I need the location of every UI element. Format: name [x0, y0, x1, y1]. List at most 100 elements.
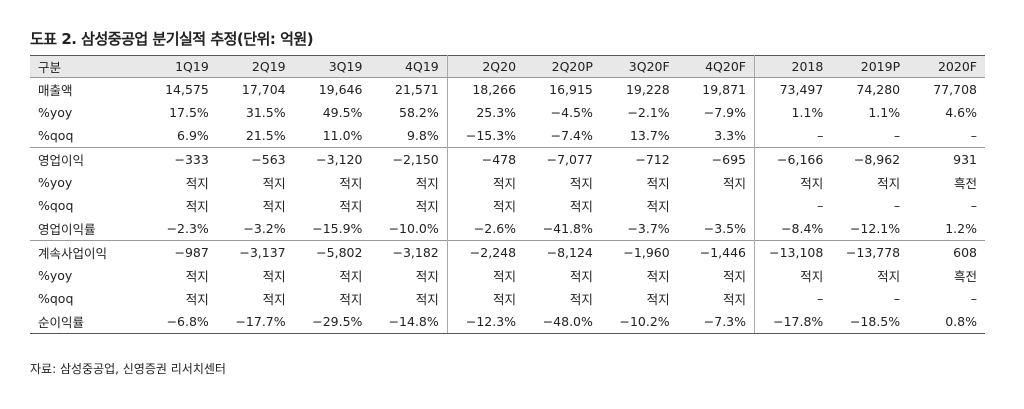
- cell: −4.5%: [550, 105, 593, 120]
- cell: −2,150: [370, 147, 448, 171]
- table-row: %qoq 적지 적지 적지 적지 적지 적지 적지 – – –: [30, 194, 985, 217]
- cell: −7,077: [524, 147, 601, 171]
- row-label: 순이익률: [30, 310, 140, 334]
- cell: 74,280: [856, 82, 901, 97]
- cell: 4.6%: [945, 105, 977, 120]
- cell: 적지: [185, 176, 209, 191]
- cell: −478: [447, 147, 525, 171]
- cell: −12.1%: [849, 221, 901, 236]
- header-cell: 3Q20F: [600, 55, 678, 78]
- cell: –: [817, 291, 824, 306]
- header-cell: 구분: [30, 55, 140, 78]
- cell: 적지: [370, 264, 448, 287]
- cell: 77,708: [933, 82, 977, 97]
- cell: 적지: [339, 199, 363, 214]
- cell: 적지: [370, 194, 448, 217]
- cell: −1,960: [600, 240, 678, 264]
- cell: −2.6%: [473, 221, 517, 236]
- cell: 0.8%: [908, 310, 985, 334]
- cell: 적지: [569, 269, 593, 284]
- row-label: %qoq: [38, 128, 74, 143]
- header-row: 구분 1Q19 2Q19 3Q19 4Q19 2Q20 2Q20P 3Q20F 4Q20F 201…: [30, 55, 985, 78]
- cell: 1.1%: [868, 105, 901, 120]
- row-label: %yoy: [38, 175, 73, 190]
- cell: −17.8%: [754, 310, 832, 334]
- table-row: 매출액 14,575 17,704 19,646 21,571 18,266 16,915 1…: [30, 77, 985, 101]
- cell: 적지: [493, 292, 517, 307]
- cell: −10.0%: [370, 217, 448, 241]
- cell: −7.3%: [677, 310, 755, 334]
- cell: 13.7%: [629, 128, 670, 143]
- cell: −10.2%: [600, 310, 678, 334]
- cell: 적지: [646, 292, 670, 307]
- cell: −6,166: [754, 147, 832, 171]
- cell: –: [817, 128, 824, 143]
- cell: 931: [908, 147, 985, 171]
- cell: −3,182: [370, 240, 448, 264]
- row-label: 계속사업이익: [30, 240, 140, 264]
- cell: –: [893, 128, 901, 143]
- table-row: 영업이익 −333 −563 −3,120 −2,150 −478 −7,077 −712 −6…: [30, 147, 985, 171]
- cell: –: [893, 198, 901, 213]
- cell: 적지: [262, 176, 286, 191]
- cell: 19,228: [625, 82, 670, 97]
- empty-cell: [677, 194, 755, 217]
- cell: 608: [908, 240, 985, 264]
- cell: −15.3%: [465, 128, 517, 143]
- header-cell: 1Q19: [140, 55, 217, 78]
- row-label: %yoy: [38, 105, 73, 120]
- cell: 1.1%: [791, 105, 824, 120]
- cell: −695: [677, 147, 755, 171]
- cell: −18.5%: [831, 310, 909, 334]
- cell: −8,124: [524, 240, 601, 264]
- cell: −3,120: [293, 147, 371, 171]
- header-cell: 2020F: [908, 55, 985, 78]
- cell: 적지: [262, 269, 286, 284]
- cell: −29.5%: [293, 310, 371, 334]
- cell: 적지: [800, 269, 824, 284]
- cell: −563: [216, 147, 294, 171]
- cell: −6.8%: [140, 310, 217, 334]
- table-row: 순이익률 −6.8% −17.7% −29.5% −14.8% −12.3% −48.0% −…: [30, 310, 985, 334]
- row-label: %yoy: [38, 268, 73, 283]
- cell: 적지: [877, 269, 901, 284]
- cell: 적지: [339, 269, 363, 284]
- cell: 73,497: [779, 82, 824, 97]
- cell: 적지: [800, 176, 824, 191]
- cell: −12.3%: [447, 310, 525, 334]
- cell: –: [970, 128, 977, 143]
- row-label: 영업이익: [30, 147, 140, 171]
- cell: −2.3%: [166, 221, 209, 236]
- cell: 적지: [339, 176, 363, 191]
- cell: 16,915: [549, 82, 593, 97]
- cell: −2.1%: [627, 105, 670, 120]
- cell: 3.3%: [677, 124, 755, 148]
- cell: −3.7%: [627, 221, 670, 236]
- cell: 적지: [677, 171, 755, 194]
- cell: −15.9%: [312, 221, 363, 236]
- cell: 적지: [370, 171, 448, 194]
- cell: 적지: [262, 199, 286, 214]
- cell: 적지: [569, 176, 593, 191]
- cell: 적지: [877, 176, 901, 191]
- table-row: 영업이익률 −2.3% −3.2% −15.9% −10.0% −2.6% −41.8% −3…: [30, 217, 985, 241]
- cell: –: [817, 198, 824, 213]
- header-cell: 2Q20: [447, 55, 525, 78]
- cell: 흑전: [953, 269, 977, 284]
- cell: −41.8%: [542, 221, 593, 236]
- cell: −3.5%: [677, 217, 755, 241]
- cell: −3.2%: [243, 221, 286, 236]
- table-row: %qoq 적지 적지 적지 적지 적지 적지 적지 적지 – – –: [30, 287, 985, 310]
- cell: 21.5%: [245, 128, 286, 143]
- cell: 적지: [493, 199, 517, 214]
- cell: −8,962: [831, 147, 909, 171]
- cell: 18,266: [472, 82, 517, 97]
- cell: −17.7%: [216, 310, 294, 334]
- cell: –: [970, 198, 977, 213]
- cell: 31.5%: [245, 105, 286, 120]
- cell: 흑전: [953, 176, 977, 191]
- row-label: 영업이익률: [38, 222, 96, 237]
- cell: −13,108: [754, 240, 832, 264]
- cell: 49.5%: [322, 105, 363, 120]
